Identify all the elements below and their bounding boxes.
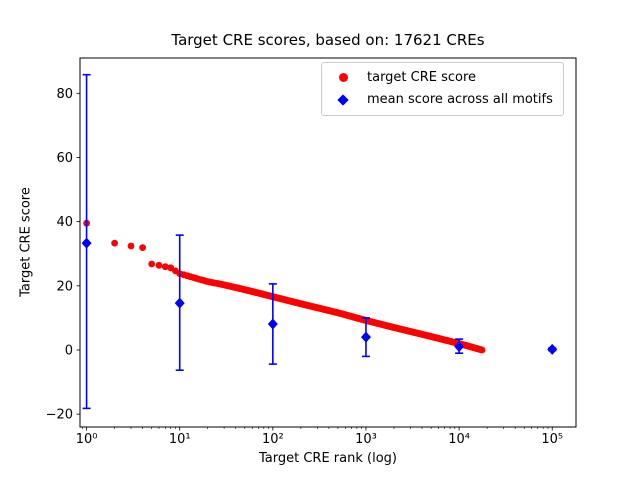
svg-text:60: 60 <box>56 151 73 166</box>
svg-text:10¹: 10¹ <box>169 432 191 447</box>
legend-label-mean-score: mean score across all motifs <box>367 92 553 107</box>
x-axis-ticks: 10⁰ 10¹ 10² 10³ 10⁴ 10⁵ <box>76 427 563 447</box>
chart-title: Target CRE scores, based on: 17621 CREs <box>171 31 485 49</box>
blue-diamond-marker-icon <box>337 93 349 106</box>
red-circle-marker-icon <box>338 73 348 82</box>
svg-text:20: 20 <box>56 279 73 294</box>
svg-text:0: 0 <box>65 343 73 358</box>
target-cre-score-series <box>83 219 486 354</box>
y-axis-label: Target CRE score <box>18 187 34 297</box>
svg-text:10³: 10³ <box>355 432 377 447</box>
axes-frame <box>79 57 577 428</box>
svg-text:10⁵: 10⁵ <box>541 432 563 447</box>
legend-item-mean-score: mean score across all motifs <box>330 92 557 107</box>
svg-text:80: 80 <box>56 87 73 102</box>
legend-label-target-score: target CRE score <box>367 70 477 85</box>
svg-text:−20: −20 <box>46 408 73 423</box>
legend-item-target-score: target CRE score <box>330 70 557 85</box>
legend: target CRE score mean score across all m… <box>321 62 564 116</box>
svg-text:40: 40 <box>56 215 73 230</box>
x-axis-label: Target CRE rank (log) <box>259 451 397 466</box>
svg-text:10²: 10² <box>262 432 284 447</box>
svg-text:10⁴: 10⁴ <box>448 432 470 447</box>
legend-marker-box <box>330 93 356 106</box>
svg-text:10⁰: 10⁰ <box>76 432 98 447</box>
mean-score-series <box>81 73 558 410</box>
legend-marker-box <box>330 73 356 82</box>
y-axis-ticks: −20 0 20 40 60 80 <box>46 87 80 423</box>
